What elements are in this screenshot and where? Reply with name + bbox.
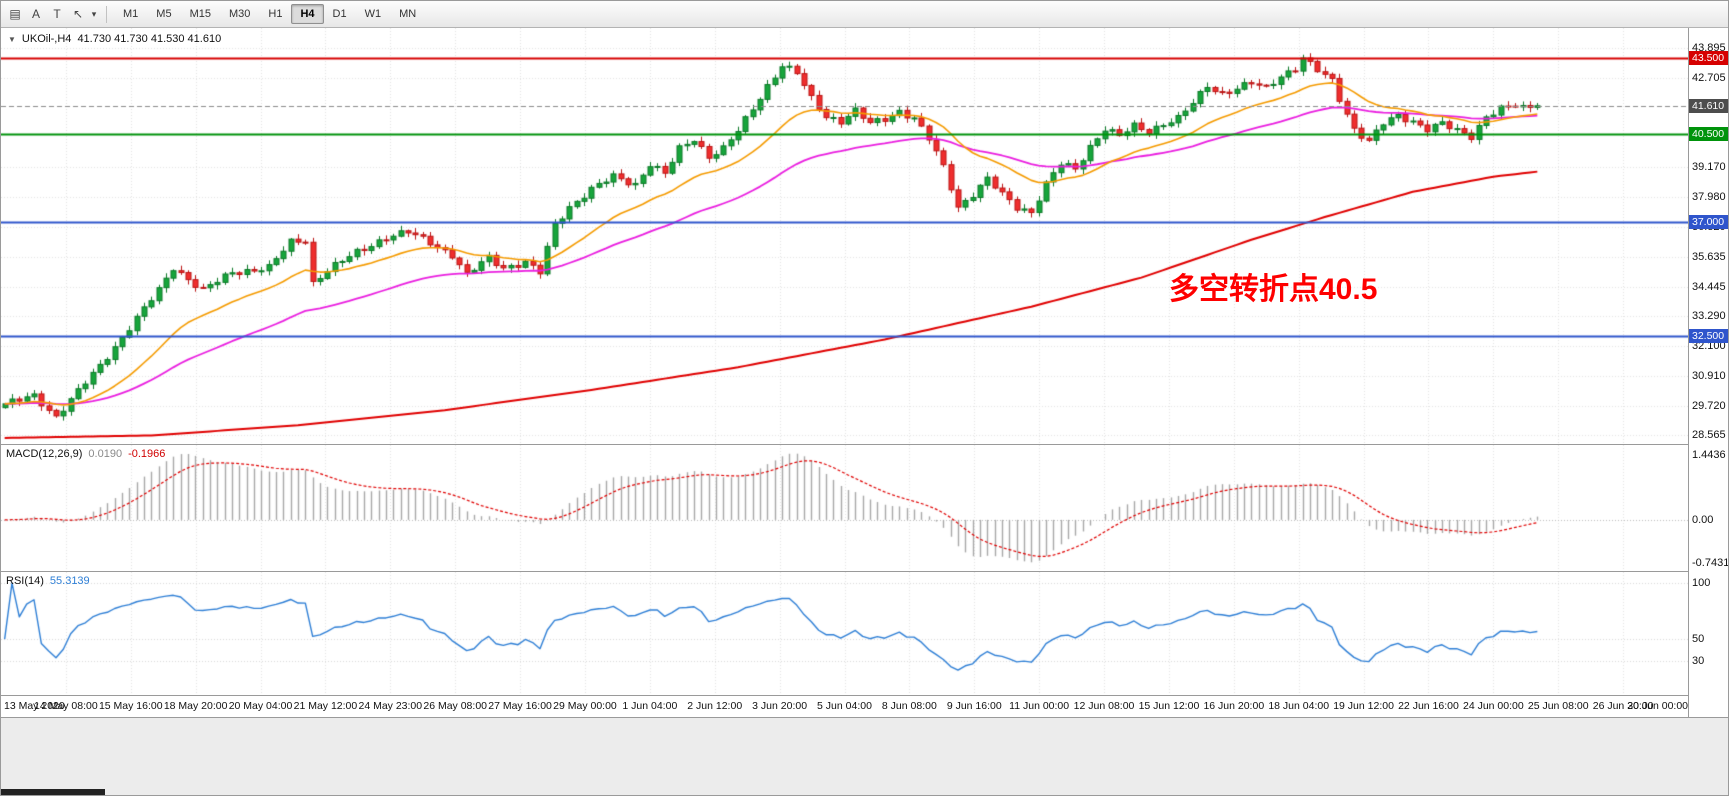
time-label: 18 May 20:00 [163, 700, 228, 712]
rsi-canvas[interactable] [1, 572, 1688, 695]
price-axis-label: 39.170 [1692, 161, 1726, 174]
rsi-axis-label: 30 [1692, 655, 1705, 668]
rsi-panel[interactable]: RSI(14) 55.3139 [1, 572, 1688, 695]
time-label: 21 May 12:00 [293, 700, 358, 712]
time-label: 26 Jun 20:00 [1592, 700, 1654, 712]
price-badge-41.610: 41.610 [1689, 98, 1728, 113]
timeframe-group: M1 M5 M15 M30 H1 H4 D1 W1 MN [114, 4, 425, 24]
time-label: 27 May 16:00 [488, 700, 552, 712]
time-label: 24 May 23:00 [358, 700, 423, 712]
macd-canvas[interactable] [1, 445, 1688, 571]
label-tool-icon[interactable]: A [31, 7, 40, 21]
price-axis-label: 35.635 [1692, 250, 1726, 263]
time-label: 9 Jun 16:00 [946, 700, 1002, 712]
timeframe-w1[interactable]: W1 [364, 8, 382, 20]
panel-separator [1, 717, 1728, 718]
price-chart-canvas[interactable] [1, 28, 1688, 444]
price-badge-37.000: 37.000 [1689, 215, 1728, 230]
price-axis[interactable]: 43.89542.70539.17037.98036.82035.63534.4… [1689, 28, 1729, 717]
time-axis[interactable]: 13 May 2020 14 May 08:00 15 May 16:00 18 Ma… [1, 696, 1688, 717]
macd-panel[interactable]: MACD(12,26,9) 0.0190 -0.1966 [1, 445, 1688, 571]
time-label: 12 Jun 08:00 [1073, 700, 1135, 712]
main-toolbar: ▤ A T ↖ ▾ M1 M5 M15 M30 H1 H4 D1 W1 MN [1, 1, 1728, 28]
time-label: 3 Jun 20:00 [752, 700, 808, 712]
macd-axis-label: 1.4436 [1692, 449, 1726, 461]
time-label: 20 May 04:00 [228, 700, 293, 712]
macd-axis-label: -0.7431 [1692, 557, 1729, 569]
price-axis-label: 42.705 [1692, 72, 1726, 85]
price-badge-43.500: 43.500 [1689, 51, 1728, 66]
price-axis-label: 32.100 [1692, 339, 1726, 352]
bottom-strip [1, 718, 1728, 795]
draw-tools-caret-icon[interactable]: ▾ [91, 8, 97, 19]
time-label: 5 Jun 04:00 [817, 700, 872, 712]
toolbar-icon-group: ▤ A T ↖ ▾ [5, 4, 99, 24]
time-label: 29 May 00:00 [553, 700, 617, 712]
time-label: 19 Jun 12:00 [1333, 700, 1394, 712]
time-label: 15 May 16:00 [98, 700, 163, 712]
timeframe-h1[interactable]: H1 [268, 8, 283, 20]
axis-border [1688, 28, 1689, 718]
hscrollbar-thumb[interactable] [1, 789, 105, 795]
time-label: 22 Jun 16:00 [1398, 700, 1459, 712]
time-label: 1 Jun 04:00 [622, 700, 678, 712]
time-label: 16 Jun 20:00 [1203, 700, 1265, 712]
time-label: 26 May 08:00 [423, 700, 488, 712]
price-badge-32.500: 32.500 [1689, 328, 1728, 343]
timeframe-h4[interactable]: H4 [291, 4, 324, 24]
time-label: 2 Jun 12:00 [687, 700, 743, 712]
price-axis-label: 37.980 [1692, 191, 1726, 204]
time-label: 11 Jun 00:00 [1009, 700, 1070, 712]
macd-axis-label: 0.00 [1692, 513, 1714, 526]
timeframe-m5[interactable]: M5 [156, 8, 172, 20]
price-axis-label: 28.565 [1692, 429, 1726, 442]
rsi-axis-label: 50 [1692, 633, 1705, 646]
panel-separator [1, 695, 1728, 696]
time-label: 15 Jun 12:00 [1138, 700, 1200, 712]
price-axis-label: 30.910 [1692, 369, 1726, 382]
timeframe-d1[interactable]: D1 [332, 8, 347, 20]
price-axis-label: 33.290 [1692, 309, 1726, 322]
time-label: 25 Jun 08:00 [1527, 700, 1589, 712]
time-label: 30 Jun 00:00 [1627, 700, 1688, 712]
timeframe-mn[interactable]: MN [399, 8, 417, 20]
arrow-draw-tool-icon[interactable]: ↖ [72, 7, 84, 21]
timeframe-m1[interactable]: M1 [123, 8, 139, 20]
time-label: 8 Jun 08:00 [881, 700, 937, 712]
text-tool-icon[interactable]: T [53, 7, 61, 21]
panel-separator [1, 444, 1728, 445]
rsi-axis-label: 100 [1692, 577, 1711, 590]
price-axis-label: 34.445 [1692, 280, 1726, 293]
time-label: 14 May 08:00 [34, 700, 98, 712]
price-axis-label: 29.720 [1692, 399, 1726, 412]
main-chart-panel[interactable]: ▼ UKOil-,H4 41.730 41.730 41.530 41.610 … [1, 28, 1688, 444]
timeframe-m15[interactable]: M15 [189, 8, 211, 20]
chart-window-icon[interactable]: ▤ [9, 7, 21, 21]
time-label: 13 May 2020 [4, 700, 65, 712]
price-badge-40.500: 40.500 [1689, 126, 1728, 141]
toolbar-separator [106, 5, 107, 23]
time-label: 24 Jun 00:00 [1462, 700, 1524, 712]
timeframe-m30[interactable]: M30 [228, 8, 251, 20]
panel-separator [1, 571, 1728, 572]
time-label: 18 Jun 04:00 [1268, 700, 1330, 712]
